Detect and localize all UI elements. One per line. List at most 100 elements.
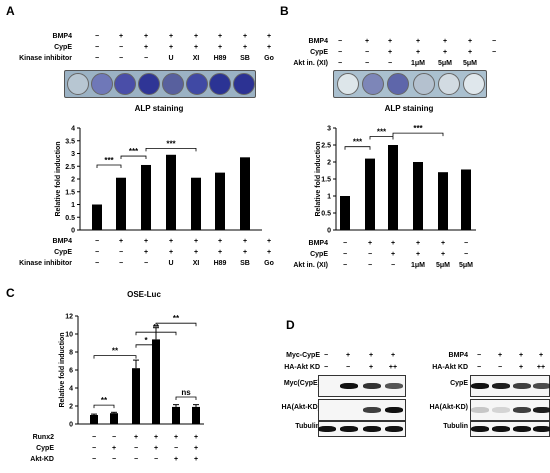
panel-a-chart-cell: + [266,238,272,245]
panel-a-well [90,73,113,95]
chart-a-y-tick-label: 0.5 [65,215,75,222]
panel-d-left-cell: − [323,352,329,359]
chart-c-sig2-significance-label: ** [112,347,119,356]
chart-b-bar [340,196,350,230]
panel-d-right-row-label: HA-Akt KD [432,364,468,371]
panel-b-cell: + [467,38,473,45]
chart-a-bar [215,172,225,230]
panel-d-left-row-label: HA-Akt KD [284,364,320,371]
panel-b-chart-row-label: Akt in. (XI) [293,262,328,269]
panel-a-chart-cell: + [168,238,174,245]
panel-b-cell: − [364,60,370,67]
chart-a-y-tick-label: 0 [71,228,75,235]
chart-a-y-tick-label: 3 [71,151,75,158]
chart-a-sig3-significance-label: *** [166,139,176,148]
chart-c-bar [152,339,160,424]
panel-b-cell: 5μM [437,60,452,67]
panel-b-chart-cell: + [440,240,446,247]
panel-c-cell: + [173,434,179,441]
chart-b-y-tick-label: 2 [327,160,331,167]
panel-d-left-band [363,426,381,432]
panel-b-cell: + [442,38,448,45]
panel-b-cell: − [337,38,343,45]
chart-c-bar [132,368,140,424]
panel-a-cell: + [193,33,199,40]
panel-b-cell: + [387,38,393,45]
panel-b-row-label: CypE [310,49,328,56]
panel-a-row-label: BMP4 [52,33,72,40]
panel-d-right-band [492,407,510,413]
panel-c-cell: − [111,456,117,463]
panel-c-row-label: Akt-KD [30,456,54,463]
panel-a-cell: − [118,55,124,62]
panel-d-right-cell: − [497,364,503,371]
panel-a-cell: + [168,33,174,40]
panel-b-chart-row-label: BMP4 [308,240,328,247]
panel-d-left-blot-label: HA(Akt-KD) [281,404,321,411]
panel-d-left-blot-label: Myc(CypE) [283,380,320,387]
chart-c-sig6-bracket [175,396,197,400]
panel-b-alp-plate [333,70,487,98]
panel-d-right-cell: − [476,352,482,359]
panel-d-right-cell: ++ [536,364,546,371]
panel-a-chart-cell: + [143,249,149,256]
panel-a-cell: + [266,44,272,51]
panel-d-right-blot-strip [470,375,550,397]
panel-a-row-label: CypE [54,44,72,51]
chart-a-y-tick-label: 2 [71,177,75,184]
panel-d-left-band [318,426,336,432]
panel-b-well [362,73,384,95]
panel-d-left-blot-strip [318,399,406,421]
panel-b-cell: − [491,38,497,45]
chart-c-y-tick-label: 10 [65,332,73,339]
panel-a-chart-cell: − [143,260,149,267]
panel-b-chart-row-label: CypE [310,251,328,258]
panel-a-cell: − [94,44,100,51]
panel-a-chart-cell: + [217,249,223,256]
panel-a-chart-cell: − [94,238,100,245]
chart-a-bar [240,157,250,230]
chart-a-y-tick-label: 4 [71,126,75,133]
panel-d-right-cell: + [518,364,524,371]
chart-c-sig4-significance-label: ** [153,323,160,332]
panel-d-left-cell: + [345,352,351,359]
chart-b-bar [413,162,423,230]
panel-b-cell: + [442,49,448,56]
panel-a-cell: − [143,55,149,62]
chart-a-bar [92,204,102,230]
panel-a-cell: − [118,44,124,51]
chart-a-y-tick-label: 2.5 [65,164,75,171]
chart-a-y-tick-label: 1.5 [65,189,75,196]
chart-a-y-tick-label: 3.5 [65,138,75,145]
panel-d-left-band [363,383,381,389]
panel-b-cell: 1μM [410,60,425,67]
panel-a-chart-cell: + [193,238,199,245]
chart-c-y-tick-label: 0 [69,422,73,429]
panel-d-right-band [513,426,531,432]
panel-b-cell: + [467,49,473,56]
chart-c-y-tick-label: 12 [65,314,73,321]
panel-a-row-label: Kinase inhibitor [19,55,72,62]
panel-b-bar-chart: 0 0.5 1 1.5 2 2.5 3 Relative fold induction *** *… [315,124,476,235]
panel-a-chart-cell: + [168,249,174,256]
panel-a-chart-cell: U [168,260,174,267]
panel-a-cell: Go [264,55,274,62]
chart-b-sig1-significance-label: *** [353,138,363,147]
panel-b-well [412,73,435,95]
chart-c-sig1-bracket [93,404,115,409]
panel-d-left-band [385,426,403,432]
chart-c-sig2-bracket [93,355,137,359]
panel-letter-b: B [280,4,289,18]
panel-d-right-blot-strip [470,399,550,421]
panel-d-right-blot-label: Tubulin [443,423,468,430]
panel-c-title: OSE-Luc [127,290,161,299]
chart-b-sig3-significance-label: *** [413,124,423,133]
panel-a-cell: + [217,44,223,51]
chart-b-sig3-bracket [392,132,444,137]
panel-b-chart-cell: + [440,251,446,258]
panel-b-chart-cell: 5μM [435,262,450,269]
chart-c-y-tick-label: 6 [69,368,73,375]
panel-a-cell: − [94,33,100,40]
panel-a-cell: + [168,44,174,51]
